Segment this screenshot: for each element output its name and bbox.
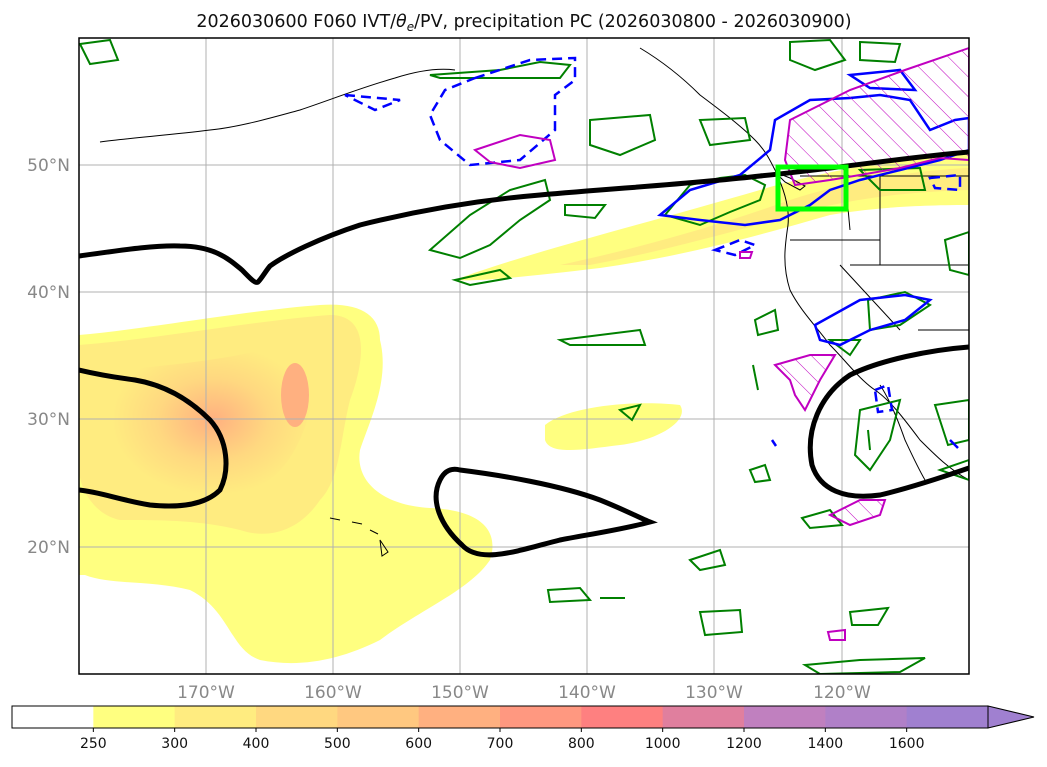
colorbar-ticks: 250 300 400 500 600 700 800 1000 1200 1400 1600 bbox=[80, 728, 925, 752]
ivt-shading bbox=[79, 150, 969, 664]
colorbar-swatch bbox=[500, 706, 582, 728]
ivt-region-central bbox=[545, 403, 682, 450]
lat-tick-label: 30°N bbox=[27, 410, 70, 430]
hawaii-islands bbox=[329, 517, 389, 557]
colorbar-swatch bbox=[256, 706, 338, 728]
pv-hatched-region bbox=[472, 46, 969, 641]
colorbar-tick-label: 600 bbox=[405, 736, 432, 752]
lat-tick-labels: 50°N 40°N 30°N 20°N bbox=[27, 156, 70, 558]
lon-tick-label: 120°W bbox=[813, 683, 871, 703]
ivt-river-inner bbox=[560, 168, 969, 265]
lon-tick-label: 140°W bbox=[558, 683, 616, 703]
colorbar-swatch bbox=[174, 706, 257, 728]
colorbar-swatches bbox=[11, 705, 1035, 729]
lon-tick-label: 150°W bbox=[431, 683, 489, 703]
vancouver-island bbox=[774, 171, 806, 191]
ivt-region-max bbox=[281, 363, 309, 427]
theta-e-central-loop bbox=[433, 466, 658, 558]
alaska-coast bbox=[99, 68, 456, 143]
colorbar-swatch bbox=[337, 706, 420, 728]
colorbar-tick-label: 1600 bbox=[889, 736, 925, 752]
colorbar-tick-label: 800 bbox=[568, 736, 595, 752]
colorbar-swatch bbox=[744, 706, 826, 728]
lon-tick-label: 130°W bbox=[685, 683, 743, 703]
pv-dashed-contours bbox=[344, 56, 962, 414]
target-box bbox=[775, 164, 849, 212]
colorbar-tick-label: 400 bbox=[243, 736, 270, 752]
colorbar-swatch bbox=[825, 706, 908, 728]
colorbar-swatch bbox=[662, 706, 745, 728]
theta-e-west-loop bbox=[79, 367, 229, 509]
colorbar-swatch bbox=[418, 706, 501, 728]
north-america-coast bbox=[774, 169, 969, 481]
chart-title: 2026030600 F060 IVT/θe/PV, precipitation… bbox=[196, 12, 851, 34]
lon-tick-labels: 170°W 160°W 150°W 140°W 130°W 120°W bbox=[177, 683, 871, 703]
colorbar-swatch bbox=[906, 706, 989, 728]
colorbar-tick-label: 300 bbox=[161, 736, 188, 752]
ivt-river bbox=[455, 150, 969, 281]
lat-tick-label: 50°N bbox=[27, 156, 70, 176]
colorbar-swatch bbox=[581, 706, 664, 728]
colorbar-swatch bbox=[93, 706, 176, 728]
lat-tick-label: 40°N bbox=[27, 283, 70, 303]
colorbar-tick-label: 1400 bbox=[808, 736, 844, 752]
colorbar-tick-label: 500 bbox=[324, 736, 351, 752]
lon-tick-label: 170°W bbox=[177, 683, 235, 703]
colorbar-swatch bbox=[12, 706, 94, 728]
colorbar-extend-arrow bbox=[987, 705, 1035, 729]
colorbar: 250 300 400 500 600 700 800 1000 1200 1400 1600 bbox=[11, 705, 1035, 752]
map-area bbox=[79, 38, 969, 674]
map-frame bbox=[78, 37, 970, 675]
colorbar-tick-label: 1200 bbox=[726, 736, 762, 752]
lon-tick-label: 160°W bbox=[304, 683, 362, 703]
theta-e-north bbox=[79, 149, 969, 285]
theta-e-contours bbox=[79, 149, 969, 558]
baja-coast bbox=[879, 384, 926, 481]
lat-tick-label: 20°N bbox=[27, 538, 70, 558]
colorbar-tick-label: 700 bbox=[487, 736, 514, 752]
theta-e-east bbox=[807, 344, 969, 499]
colorbar-tick-label: 1000 bbox=[645, 736, 681, 752]
colorbar-tick-label: 250 bbox=[80, 736, 107, 752]
